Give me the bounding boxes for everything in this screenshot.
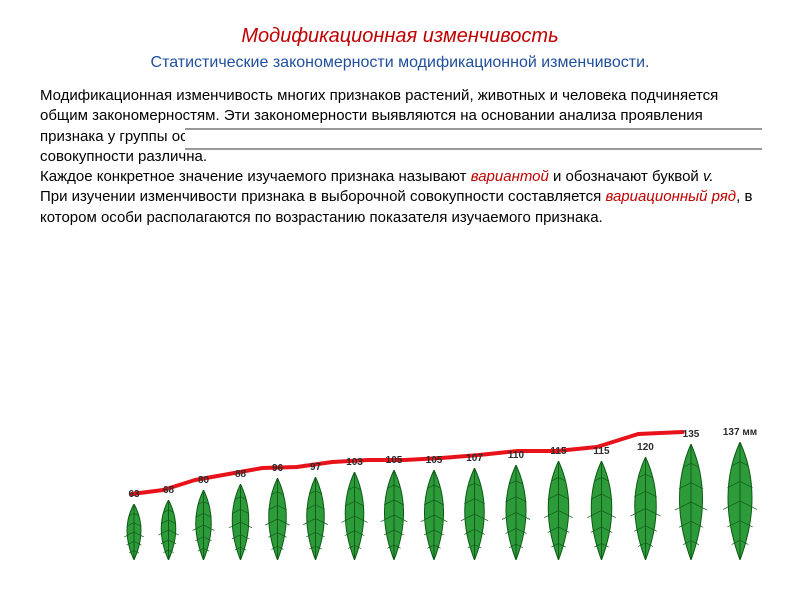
leaf-label: 88	[221, 469, 261, 480]
term-variant: вариантой	[471, 168, 549, 185]
leaf: 97	[298, 477, 333, 560]
leaf: 96	[260, 478, 295, 560]
leaf-label: 137 мм	[720, 427, 760, 438]
leaf: 80	[188, 490, 219, 560]
leaf-label: 105	[414, 455, 454, 466]
overlap-bar	[185, 128, 761, 150]
leaf-variation-chart: 6368808896971031051051071101151151201351…	[110, 380, 710, 560]
leaf-label: 103	[335, 457, 375, 468]
p2a: Каждое конкретное значение изучаемого пр…	[40, 168, 471, 185]
leaf: 110	[496, 465, 536, 560]
leaf: 105	[375, 470, 413, 560]
leaf-label: 110	[496, 450, 536, 461]
leaf-label: 97	[296, 462, 336, 473]
leaf: 107	[455, 468, 494, 560]
p2b: и обозначают буквой	[549, 168, 703, 185]
leaf-label: 107	[455, 453, 495, 464]
leaf-label: 115	[539, 446, 579, 457]
leaf: 120	[624, 457, 667, 560]
slide-subtitle: Статистические закономерности модификаци…	[40, 54, 760, 72]
leaf: 135	[668, 444, 714, 560]
leaf: 115	[538, 461, 579, 560]
obscured-line: (n). Степень выраженности изучаемого при…	[225, 128, 721, 145]
leaf-label: 135	[671, 429, 711, 440]
leaf: 137 мм	[716, 442, 764, 560]
leaf-label: 80	[184, 475, 224, 486]
term-variational-row: вариационный ряд	[605, 188, 736, 205]
leaf-label: 68	[149, 485, 189, 496]
leaf-label: 120	[626, 442, 666, 453]
body-text: Модификационная изменчивость многих приз…	[40, 86, 760, 228]
p1-after: совокупности различна.	[40, 148, 207, 165]
leaf: 103	[336, 472, 373, 560]
leaf-label: 105	[374, 455, 414, 466]
p3a: При изучении изменчивости признака в выб…	[40, 188, 605, 205]
slide-title: Модификационная изменчивость	[40, 25, 760, 48]
leaf: 68	[154, 500, 183, 560]
leaf: 115	[581, 461, 622, 560]
leaf: 88	[224, 484, 257, 560]
letter-v: v.	[703, 168, 714, 185]
leaf: 105	[415, 470, 453, 560]
leaf-label: 96	[258, 463, 298, 474]
leaf: 63	[120, 504, 148, 560]
leaf-label: 115	[582, 446, 622, 457]
